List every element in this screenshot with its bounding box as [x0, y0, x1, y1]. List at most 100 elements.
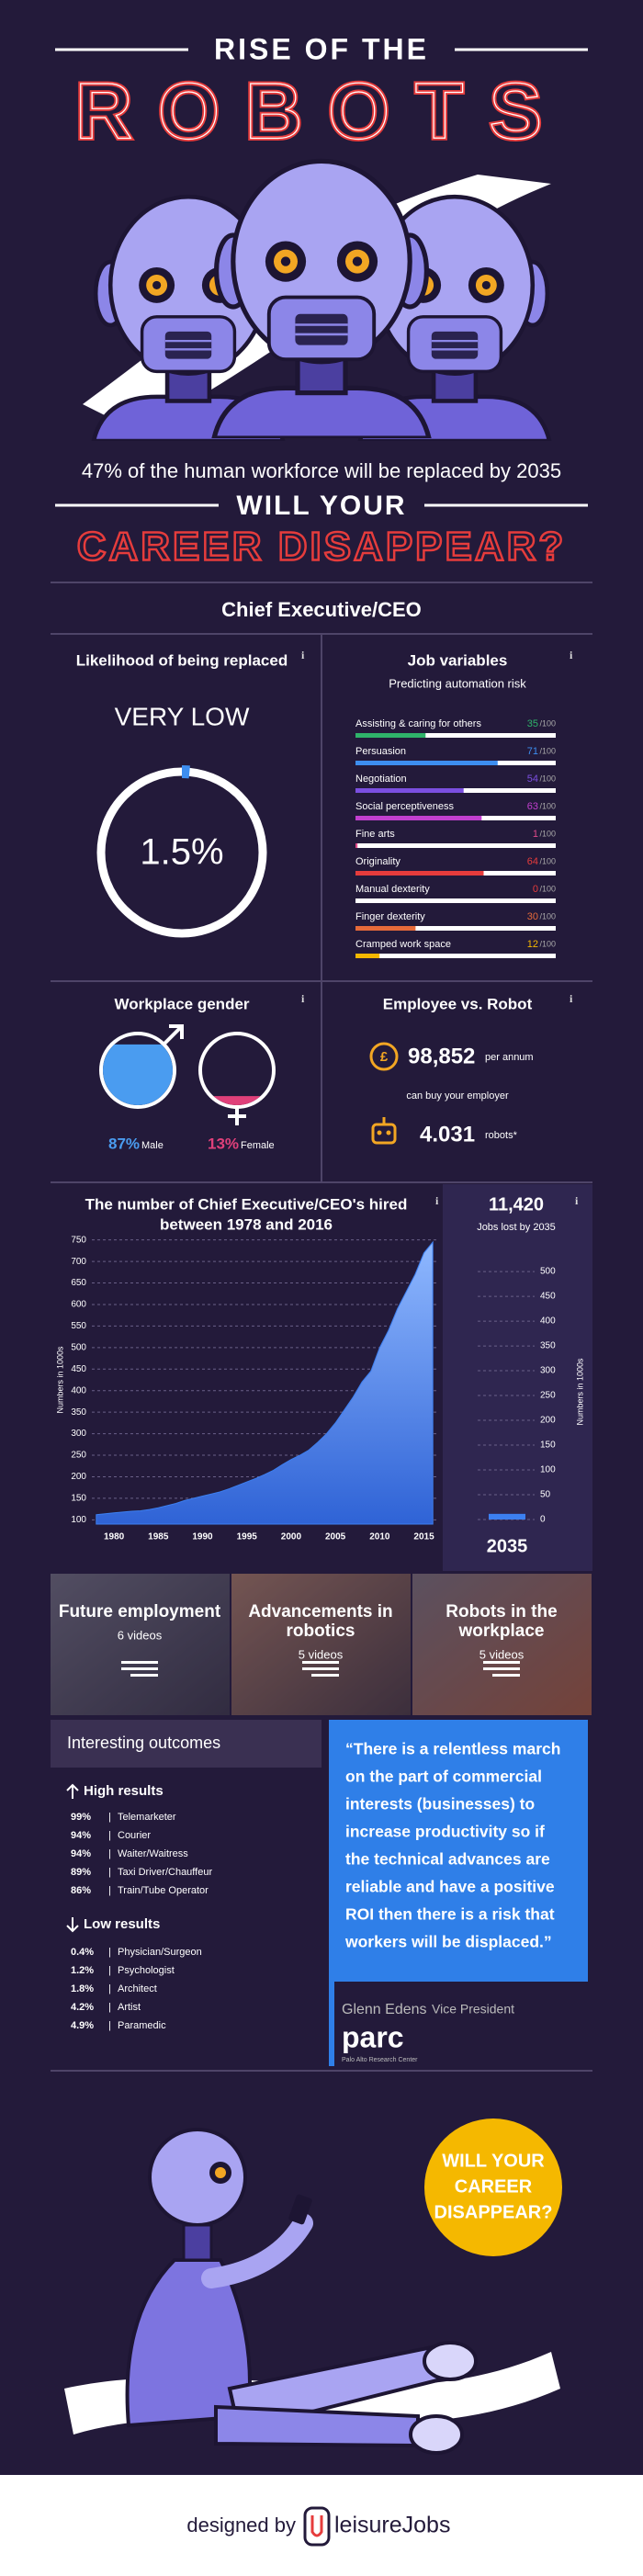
- y-tick-label: 750: [71, 1235, 86, 1245]
- video-count: 5 videos: [479, 1647, 525, 1661]
- video-count: 6 videos: [118, 1628, 163, 1642]
- outcomes-panel: Interesting outcomes High results Low re…: [51, 1720, 322, 2031]
- outcome-separator: |: [108, 1867, 111, 1878]
- quote-line: the technical advances are: [345, 1850, 550, 1869]
- job-value: 35: [527, 718, 538, 729]
- job-bar: [355, 788, 464, 793]
- job-bar: [355, 816, 482, 820]
- brand: leisureJobs: [334, 2513, 450, 2538]
- y-tick-label: 600: [71, 1300, 86, 1310]
- video-tile[interactable]: [51, 1574, 230, 1715]
- panel-title: Interesting outcomes: [67, 1734, 220, 1752]
- video-title: Robots in the: [446, 1602, 557, 1621]
- info-icon[interactable]: i: [575, 1194, 579, 1207]
- info-icon[interactable]: i: [435, 1194, 439, 1207]
- panel-subtitle: Predicting automation risk: [389, 676, 526, 690]
- job-bar: [355, 926, 416, 931]
- y-tick-label: 150: [540, 1441, 556, 1451]
- quote-org-full: Palo Alto Research Center: [342, 2057, 418, 2063]
- low-title: Low results: [84, 1916, 160, 1932]
- video-tile[interactable]: [412, 1574, 592, 1715]
- up-arrow: [66, 1783, 79, 1799]
- y-tick-label: 500: [540, 1267, 556, 1277]
- male-percent: 87%: [108, 1135, 140, 1152]
- male-symbol: [162, 1024, 184, 1046]
- info-icon[interactable]: i: [570, 992, 573, 1005]
- list-icon: [483, 1661, 520, 1664]
- coin-icon: [369, 1042, 399, 1071]
- info-icon[interactable]: i: [301, 649, 305, 661]
- robot-illustration: [214, 161, 429, 438]
- y-tick-label: 200: [71, 1472, 86, 1482]
- quote-line: on the part of commercial: [345, 1768, 542, 1786]
- info-icon[interactable]: i: [301, 992, 305, 1005]
- y-tick-label: 200: [540, 1416, 556, 1426]
- panel-dividers: [51, 633, 592, 1183]
- list-icon: [492, 1674, 520, 1677]
- robots-count: 4.031: [420, 1122, 475, 1147]
- quote-line: ROI then there is a risk that: [345, 1905, 555, 1924]
- badge-circle: [424, 2118, 562, 2256]
- video-overlay: [51, 1574, 230, 1715]
- job-bar: [355, 843, 358, 848]
- outcome-job: Waiter/Waitress: [118, 1848, 188, 1859]
- female-fill: [202, 1096, 272, 1105]
- outcome-value: 4.2%: [71, 2002, 94, 2013]
- designed-by: designed by: [186, 2514, 296, 2536]
- female-label: Female: [241, 1140, 275, 1151]
- video-tiles: Future employment 6 videos Advancements in…: [51, 1574, 592, 1715]
- job-scale: /100: [539, 884, 556, 893]
- y-tick-label: 100: [71, 1515, 86, 1525]
- y-tick-label: 400: [540, 1316, 556, 1327]
- job-label: Persuasion: [355, 746, 406, 757]
- info-icon[interactable]: i: [570, 649, 573, 661]
- likelihood-panel: Likelihood of being replaced i VERY LOW …: [76, 649, 305, 938]
- x-tick-label: 2035: [487, 1536, 528, 1556]
- job-scale: /100: [539, 801, 556, 810]
- job-label: Originality: [355, 856, 400, 867]
- outcome-job: Paramedic: [118, 2020, 166, 2031]
- outcome-value: 1.2%: [71, 1965, 94, 1976]
- employee-robot-panel: Employee vs. Robot i £ 98,852 per annum …: [369, 992, 573, 1147]
- job-track: [355, 954, 556, 958]
- badge: WILL YOUR CAREER DISAPPEAR?: [434, 2151, 553, 2222]
- video-overlay: [231, 1574, 411, 1715]
- job-scale: /100: [539, 774, 556, 783]
- badge-text: DISAPPEAR?: [434, 2202, 553, 2222]
- job-label: Social perceptiveness: [355, 801, 455, 812]
- y-tick-label: 250: [540, 1391, 556, 1401]
- job-track: [355, 926, 556, 931]
- salary: 98,852: [408, 1044, 475, 1068]
- salary-unit: per annum: [485, 1052, 534, 1063]
- job-value: 54: [527, 774, 538, 785]
- y-tick-label: 300: [71, 1429, 86, 1439]
- y-tick-label: 300: [540, 1366, 556, 1376]
- list-icon: [302, 1661, 339, 1664]
- jobs-lost-panel: [443, 1184, 592, 1571]
- panel-title: Workplace gender: [114, 995, 249, 1012]
- female-symbol: [228, 1107, 246, 1125]
- brand-logo: [303, 2506, 331, 2547]
- job-scale: /100: [539, 829, 556, 838]
- down-arrow: [66, 1917, 79, 1933]
- chart-title: between 1978 and 2016: [160, 1215, 333, 1233]
- outcome-separator: |: [108, 1830, 111, 1841]
- outcome-separator: |: [108, 2002, 111, 2013]
- quote-box: [329, 1720, 588, 1982]
- y-tick-label: 550: [71, 1321, 86, 1331]
- video-title: Future employment: [59, 1602, 221, 1621]
- job-track: [355, 843, 556, 848]
- x-tick-label: 2005: [325, 1532, 346, 1542]
- x-tick-label: 2015: [413, 1532, 434, 1542]
- outcome-job: Train/Tube Operator: [118, 1885, 209, 1896]
- sitting-robot: [64, 2118, 562, 2455]
- title-main: ROBOTS: [75, 68, 568, 156]
- panel-title: Job variables: [408, 651, 508, 669]
- area: [96, 1240, 434, 1525]
- outcome-separator: |: [108, 1983, 111, 1994]
- job-label: Fine arts: [355, 829, 395, 840]
- job-value: 71: [527, 746, 538, 757]
- rating: VERY LOW: [115, 702, 250, 730]
- video-tile[interactable]: [231, 1574, 411, 1715]
